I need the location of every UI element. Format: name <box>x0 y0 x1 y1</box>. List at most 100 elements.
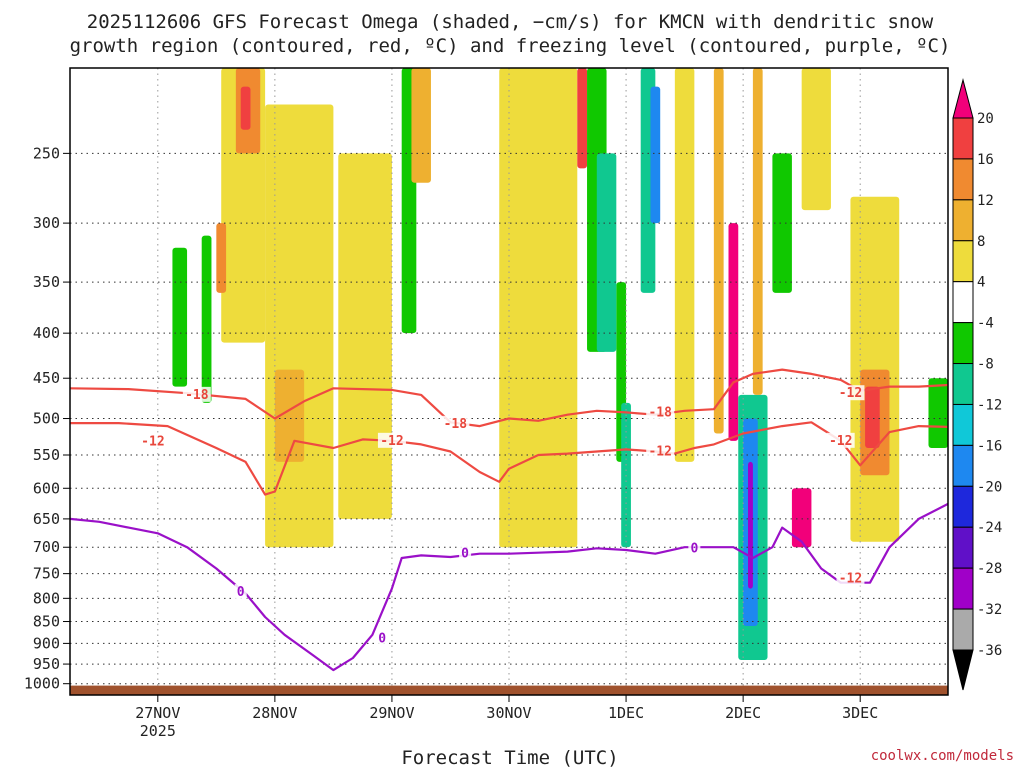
omega-cell-31 <box>865 386 880 448</box>
colorbar-band-12 <box>952 567 974 610</box>
contour-label-4: -12 <box>380 434 403 449</box>
omega-cell-19 <box>674 68 695 462</box>
colorbar-label-2: 12 <box>977 193 994 209</box>
omega-cell-21 <box>728 223 739 441</box>
colorbar-band-13 <box>952 608 974 651</box>
y-tick-label-450: 450 <box>33 369 60 387</box>
omega-cell-28 <box>801 68 831 211</box>
grid-lines <box>70 68 948 695</box>
omega-cell-18 <box>650 86 661 224</box>
colorbar-label-9: -20 <box>977 479 1002 495</box>
colorbar-band-6 <box>952 322 974 365</box>
colorbar-band-10 <box>952 485 974 528</box>
contour-label-8: 0 <box>237 585 245 600</box>
y-tick-label-250: 250 <box>33 144 60 162</box>
chart-title-line-1: 2025112606 GFS Forecast Omega (shaded, −… <box>87 11 934 33</box>
colorbar-label-7: -12 <box>977 397 1002 413</box>
contour-label-bg-2 <box>646 404 675 420</box>
contour-label-bg-6 <box>826 432 855 448</box>
omega-cell-7 <box>274 369 305 462</box>
colorbar-band-11 <box>952 526 974 569</box>
colorbar-band-8 <box>952 403 974 446</box>
omega-cell-29 <box>850 196 900 542</box>
contour-label-3: -12 <box>141 435 164 450</box>
colorbar-band-3 <box>952 199 974 242</box>
y-tick-label-400: 400 <box>33 324 60 342</box>
colorbar-arrow-bottom <box>952 649 974 691</box>
contour-label-bg-10 <box>688 540 701 556</box>
omega-cell-11 <box>499 68 578 548</box>
contour-line-minus12 <box>70 421 948 496</box>
contour-label-bg-3 <box>138 433 167 449</box>
colorbar-arrow-top <box>952 78 974 119</box>
x-tick-label-27nov: 27NOV <box>135 704 180 722</box>
omega-cell-25 <box>752 68 763 395</box>
colorbar-label-5: -4 <box>977 316 994 332</box>
colorbar-label-11: -28 <box>977 561 1002 577</box>
omega-cell-3 <box>216 223 227 293</box>
y-tick-label-650: 650 <box>33 510 60 528</box>
colorbar-band-5 <box>952 281 974 324</box>
contour-label-0: -18 <box>185 388 209 403</box>
contour-label-bg-7 <box>836 385 865 401</box>
colorbar-label-13: -36 <box>977 643 1002 659</box>
contour-label-11: 0 <box>378 631 386 646</box>
contour-labels: -18 -18 -18 -12 -12 -12 -12 -12 0 0 0 0 -12 <box>138 385 865 646</box>
colorbar-label-3: 8 <box>977 234 985 250</box>
y-tick-label-350: 350 <box>33 273 60 291</box>
colorbar-label-1: 16 <box>977 152 994 168</box>
contour-label-bg-8 <box>234 584 247 600</box>
y-tick-label-500: 500 <box>33 410 60 428</box>
contour-label-9: 0 <box>461 547 469 562</box>
contour-label-bg-0 <box>182 386 211 402</box>
contour-label-6: -12 <box>829 434 852 449</box>
omega-cell-24 <box>748 461 753 589</box>
y-tick-label-750: 750 <box>33 565 60 583</box>
contour-label-bg-1 <box>441 415 470 431</box>
colorbar-band-4 <box>952 240 974 283</box>
x-tick-label-30nov: 30NOV <box>486 704 531 722</box>
colorbar-band-1 <box>952 117 974 160</box>
colorbar-label-8: -16 <box>977 438 1002 454</box>
contour-label-1: -18 <box>444 417 468 432</box>
x-tick-label-2dec: 2DEC <box>725 704 761 722</box>
contour-label-5: -12 <box>648 444 671 459</box>
contour-label-bg-5 <box>646 443 675 459</box>
colorbar-label-10: -24 <box>977 520 1002 536</box>
contour-label-2: -18 <box>648 405 672 420</box>
contour-line-minus18 <box>70 368 948 428</box>
colorbar-band-2 <box>952 158 974 201</box>
y-tick-label-550: 550 <box>33 446 60 464</box>
x-tick-label-1dec: 1DEC <box>608 704 644 722</box>
colorbar-label-12: -32 <box>977 602 1002 618</box>
y-tick-label-850: 850 <box>33 613 60 631</box>
omega-cell-10 <box>411 68 431 183</box>
contour-label-bg-4 <box>377 432 406 448</box>
x-tick-label-28nov: 28NOV <box>252 704 297 722</box>
y-tick-label-600: 600 <box>33 479 60 497</box>
contour-label-bg-9 <box>459 545 472 561</box>
omega-cell-12 <box>577 68 588 169</box>
contour-label-bg-11 <box>376 630 389 646</box>
omega-cell-4 <box>172 247 188 387</box>
colorbar-band-9 <box>952 444 974 487</box>
omega-cell-26 <box>772 153 792 293</box>
x-tick-label-3dec: 3DEC <box>842 704 878 722</box>
y-tick-label-300: 300 <box>33 214 60 232</box>
y-tick-label-800: 800 <box>33 589 60 607</box>
colorbar-label-6: -8 <box>977 357 994 373</box>
colorbar-band-7 <box>952 363 974 405</box>
contour-label-7: -12 <box>839 386 862 401</box>
x-tick-label-29nov: 29NOV <box>369 704 414 722</box>
omega-cell-32 <box>928 378 948 448</box>
y-axis: 250 300 350 400 450 500 550 600 650 700 750 800 850 9… <box>24 144 70 693</box>
contour-label-12: -12 <box>839 572 862 587</box>
y-tick-label-700: 700 <box>33 538 60 556</box>
omega-cell-8 <box>338 153 392 519</box>
y-tick-label-1000: 1000 <box>24 675 60 693</box>
colorbar-label-4: 4 <box>977 275 985 291</box>
omega-cell-5 <box>201 235 212 403</box>
omega-cell-15 <box>596 153 617 352</box>
